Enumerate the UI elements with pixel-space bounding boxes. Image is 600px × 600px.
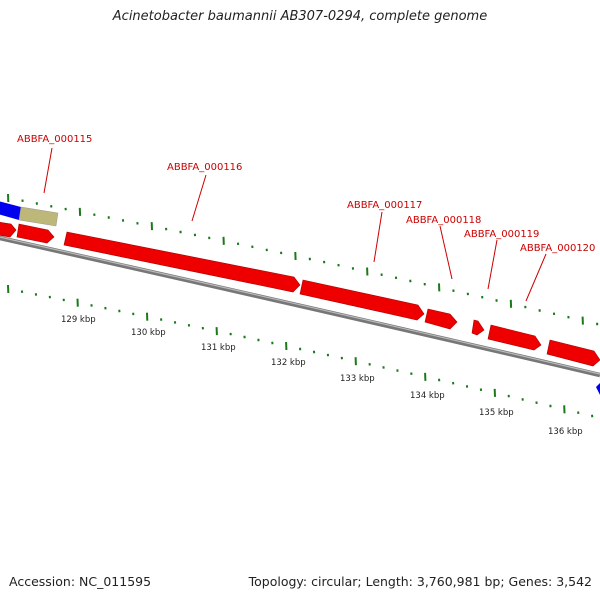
kbp-label-135: 135 kbp <box>479 408 514 418</box>
leader-line <box>191 174 207 222</box>
gene-arrow <box>424 308 458 330</box>
leader-line <box>373 211 383 263</box>
gene-arrow <box>16 223 55 244</box>
gene-arrow <box>471 319 485 336</box>
gene-arrow <box>546 339 600 367</box>
gene-arrow <box>487 324 542 351</box>
leader-line <box>439 225 453 280</box>
kbp-label-134: 134 kbp <box>410 391 445 401</box>
gene-label-115: ABBFA_000115 <box>17 134 92 145</box>
kbp-label-130: 130 kbp <box>131 328 166 338</box>
gene-label-118: ABBFA_000118 <box>406 215 481 226</box>
gene-track <box>0 222 600 367</box>
gene-arrow <box>63 231 301 293</box>
upper-tick-track <box>7 193 599 326</box>
khaki-feature <box>18 206 59 227</box>
gene-label-120: ABBFA_000120 <box>520 243 595 254</box>
leader-line <box>43 147 53 194</box>
kbp-label-131: 131 kbp <box>201 343 236 353</box>
map-title: Acinetobacter baumannii AB307-0294, comp… <box>112 9 488 24</box>
blue-feature <box>0 201 21 220</box>
leader-line <box>487 239 498 290</box>
gene-label-117: ABBFA_000117 <box>347 200 422 211</box>
kbp-label-132: 132 kbp <box>271 358 306 368</box>
accession-text: Accession: NC_011595 <box>9 574 152 589</box>
kbp-label-136: 136 kbp <box>548 427 583 437</box>
genome-backbone <box>0 235 600 378</box>
gene-label-116: ABBFA_000116 <box>167 162 242 173</box>
kbp-label-129: 129 kbp <box>61 315 96 325</box>
gene-label-leaders <box>43 147 547 302</box>
lower-tick-track <box>7 284 594 418</box>
genome-summary-text: Topology: circular; Length: 3,760,981 bp… <box>248 574 592 589</box>
leader-line <box>525 253 547 302</box>
kbp-label-133: 133 kbp <box>340 374 375 384</box>
gene-arrow <box>299 279 425 321</box>
gene-label-119: ABBFA_000119 <box>464 229 539 240</box>
blue-feature-right <box>596 383 600 395</box>
genome-backbone-highlight <box>0 236 600 375</box>
gene-arrow <box>0 222 17 238</box>
